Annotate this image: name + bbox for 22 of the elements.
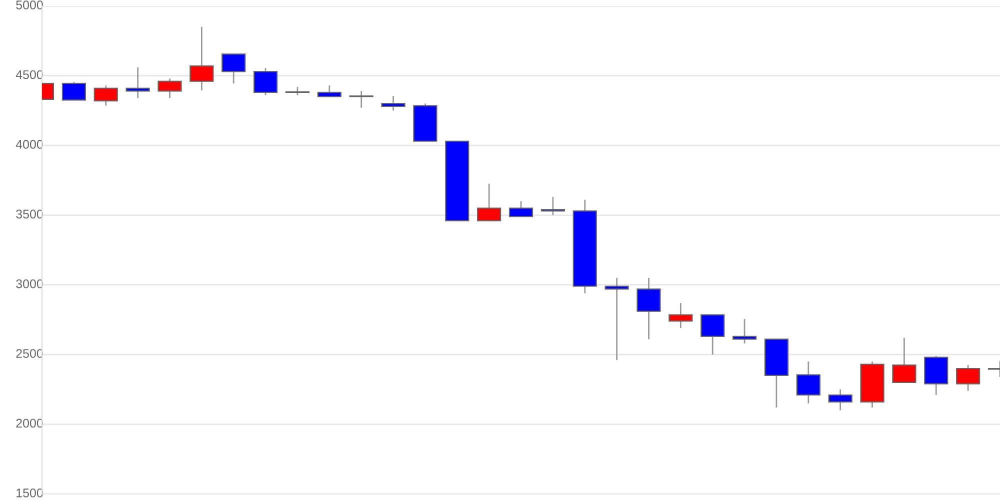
- candlestick: [253, 67, 278, 96]
- candlestick: [381, 95, 406, 112]
- candlestick: [700, 314, 725, 356]
- candlestick: [158, 78, 182, 99]
- candlestick: [828, 388, 852, 412]
- candlestick: [636, 277, 661, 340]
- candlestick: [668, 302, 693, 329]
- candlestick: [477, 183, 502, 222]
- candlestick: [892, 337, 916, 384]
- candlestick: [317, 84, 342, 98]
- candlestick: [540, 196, 565, 216]
- candlestick: [126, 66, 150, 99]
- candlestick: [190, 26, 214, 92]
- candlestick: [62, 81, 86, 101]
- candlestick: [956, 364, 980, 392]
- candlestick: [732, 318, 757, 344]
- candlestick: [508, 200, 534, 218]
- y-tick-label: 5000: [16, 0, 43, 10]
- candlestick: [796, 360, 820, 404]
- candlestick: [222, 53, 246, 84]
- candlestick: [604, 277, 629, 361]
- candlestick: [94, 84, 118, 106]
